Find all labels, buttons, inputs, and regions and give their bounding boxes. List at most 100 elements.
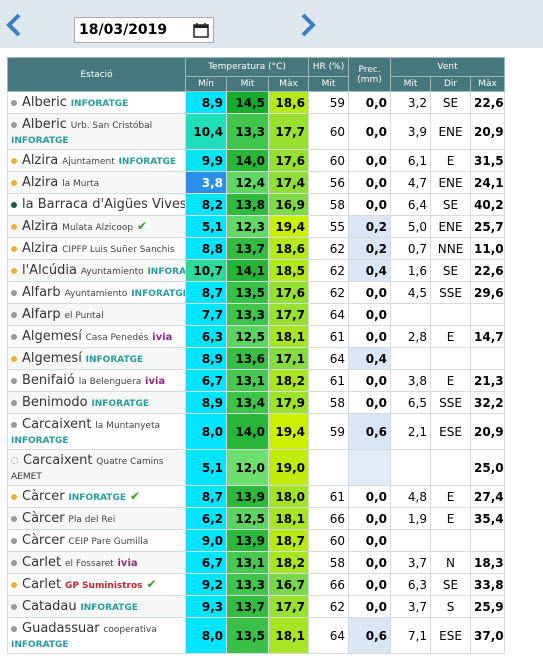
- wdir-cell: [430, 303, 472, 326]
- station-location: CEIP Pare Gumilla: [68, 537, 149, 547]
- wdir-cell: E: [430, 149, 472, 172]
- hr-cell: 61: [308, 369, 350, 392]
- status-dot: [11, 157, 17, 164]
- tmax-cell: 17,1: [267, 347, 310, 370]
- prec-cell: 0,4: [348, 259, 392, 282]
- hr-cell: 64: [308, 347, 350, 370]
- hr-cell: 58: [308, 391, 350, 414]
- station-cell: Alfarp el Puntal: [7, 303, 186, 326]
- tmit-cell: 13,3: [226, 573, 269, 596]
- status-dot: [11, 457, 18, 464]
- wdir-cell: ENE: [430, 113, 472, 150]
- station-cell: Catadau INFORATGE: [7, 595, 186, 618]
- prec-cell: 0,4: [348, 347, 392, 370]
- prec-cell: 0,0: [348, 281, 392, 304]
- station-name: Benimodo: [22, 395, 88, 410]
- verified-icon: ✔: [146, 577, 157, 591]
- tmax-cell: 16,7: [267, 573, 310, 596]
- tmin-cell: 5,1: [185, 215, 227, 238]
- tmit-cell: 14,0: [226, 149, 269, 172]
- wmit-cell: 7,1: [390, 617, 432, 654]
- station-cell: Càrcer INFORATGE ✔: [7, 485, 186, 508]
- prec-cell: 0,2: [348, 215, 392, 238]
- subheader-cell: Màx: [470, 76, 506, 92]
- station-cell: Alzira Mulata Alzicoop ✔: [7, 215, 186, 238]
- wmax-cell: 37,0: [470, 617, 506, 654]
- wmax-cell: 14,7: [470, 325, 506, 348]
- prec-cell: 0,0: [348, 391, 392, 414]
- verified-icon: ✔: [137, 219, 148, 233]
- tmit-cell: 13,6: [226, 347, 269, 370]
- tmax-cell: 16,9: [267, 193, 310, 216]
- calendar-icon[interactable]: [193, 22, 209, 38]
- station-row: Càrcer CEIP Pare Gumilla 9,0 13,9 18,7 60 0,0: [7, 529, 506, 552]
- wmit-cell: 6,3: [390, 573, 432, 596]
- wmit-cell: 3,8: [390, 369, 432, 392]
- prec-cell: 0,0: [348, 149, 392, 172]
- station-location: Quatre Camins: [96, 457, 164, 467]
- station-row: Alfarb Ayuntamiento INFORATGE 8,7 13,5 17,6…: [7, 281, 506, 304]
- wmit-cell: [390, 529, 432, 552]
- station-row: Benifaió la Belenguera ivia 6,7 13,1 18,2 61…: [7, 369, 506, 392]
- date-text: 18/03/2019: [79, 22, 168, 38]
- hr-cell: 61: [308, 325, 350, 348]
- tmax-cell: 17,4: [267, 171, 310, 194]
- tmit-cell: 12,5: [226, 325, 269, 348]
- prec-cell: 0,0: [348, 507, 392, 530]
- wmax-cell: 22,6: [470, 91, 506, 114]
- station-location: el Fossaret: [64, 559, 114, 569]
- tmin-cell: 8,8: [185, 237, 227, 260]
- wmax-cell: 31,5: [470, 149, 506, 172]
- status-dot: [11, 377, 17, 384]
- station-cell: Alberic Urb. San Cristóbal INFORATGE: [7, 113, 186, 150]
- station-name: Alberic: [22, 117, 67, 132]
- next-day-button[interactable]: [298, 12, 318, 38]
- tmin-cell: 10,4: [185, 113, 227, 150]
- tmin-cell: 8,9: [185, 347, 227, 370]
- stations-table: Estació Temperatura (°C) HR (%) Prec. (m…: [7, 57, 506, 654]
- wmit-cell: 3,7: [390, 595, 432, 618]
- station-cell: Benifaió la Belenguera ivia: [7, 369, 186, 392]
- wmax-cell: 24,1: [470, 171, 506, 194]
- tmax-cell: 18,6: [267, 237, 310, 260]
- date-input[interactable]: 18/03/2019: [74, 17, 214, 43]
- station-cell: l'Alcúdia Ayuntamiento INFORATGE: [7, 259, 186, 282]
- status-dot: [11, 355, 17, 362]
- status-dot: [11, 515, 17, 522]
- station-location: Ajuntament: [62, 157, 115, 167]
- station-location: Mulata Alzicoop: [62, 223, 134, 233]
- header-cell: Prec. (mm): [348, 57, 392, 92]
- station-row: Alzira Mulata Alzicoop ✔ 5,1 12,3 19,4 55 0,2 5…: [7, 215, 506, 238]
- station-name: Alzira: [22, 241, 59, 256]
- prec-cell: 0,0: [348, 595, 392, 618]
- tmin-cell: 8,2: [185, 193, 227, 216]
- wmax-cell: 25,0: [470, 449, 506, 486]
- status-dot: [11, 603, 17, 610]
- status-dot: [11, 333, 17, 340]
- tmit-cell: 13,1: [226, 551, 269, 574]
- station-cell: Càrcer Pla del Rei: [7, 507, 186, 530]
- wdir-cell: SE: [430, 91, 472, 114]
- tmin-cell: 6,3: [185, 325, 227, 348]
- status-dot: [11, 99, 17, 106]
- tmax-cell: 18,1: [267, 325, 310, 348]
- station-name: Carcaixent: [23, 453, 93, 468]
- station-name: Càrcer: [22, 511, 65, 526]
- wdir-cell: E: [430, 369, 472, 392]
- station-cell: Benimodo INFORATGE: [7, 391, 186, 414]
- wdir-cell: [430, 449, 472, 486]
- status-dot: [11, 559, 17, 566]
- network-logo: AEMET: [11, 472, 42, 482]
- wdir-cell: E: [430, 485, 472, 508]
- station-name: Carlet: [22, 555, 62, 570]
- status-dot: [11, 121, 17, 128]
- station-location: cooperativa: [103, 625, 157, 635]
- network-logo: INFORATGE: [70, 99, 129, 109]
- prev-day-button[interactable]: [4, 12, 24, 38]
- station-row: Càrcer INFORATGE ✔ 8,7 13,9 18,0 61 0,0 4,8 E 27,…: [7, 485, 506, 508]
- wmit-cell: 6,5: [390, 391, 432, 414]
- tmin-cell: 8,0: [185, 617, 227, 654]
- tmax-cell: 18,0: [267, 485, 310, 508]
- tmax-cell: 19,4: [267, 215, 310, 238]
